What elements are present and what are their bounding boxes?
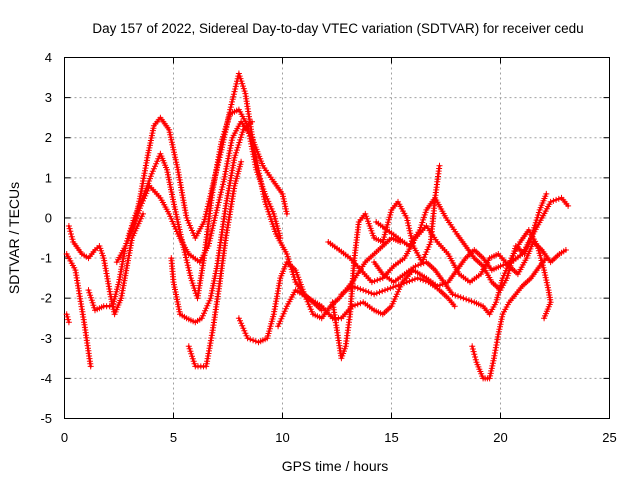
series-trace-15	[338, 275, 458, 310]
series-markers	[168, 118, 255, 326]
y-tick-label: 3	[45, 90, 52, 105]
x-tick-label: 25	[602, 430, 616, 445]
series-markers	[275, 190, 550, 330]
chart-title: Day 157 of 2022, Sidereal Day-to-day VTE…	[92, 21, 583, 36]
series-markers	[371, 227, 554, 322]
series-markers	[329, 162, 443, 362]
y-axis-label: SDTVAR / TECUs	[6, 182, 22, 294]
series-trace-3	[65, 210, 146, 318]
x-tick-label: 20	[493, 430, 507, 445]
axis-ticks	[64, 57, 610, 419]
series-trace-2	[63, 311, 72, 326]
y-tick-label: 0	[45, 210, 52, 225]
x-tick-label: 5	[170, 430, 177, 445]
series-trace-10	[275, 190, 550, 330]
series-markers	[65, 210, 146, 318]
y-tick-label: -5	[40, 411, 52, 426]
grid-lines	[64, 57, 610, 419]
y-tick-label: -3	[40, 331, 52, 346]
y-tick-labels: 4 3 2 1 0 -1 -2 -3 -4 -5	[40, 50, 52, 426]
series-trace-8	[185, 158, 245, 370]
series-markers	[63, 251, 94, 370]
series-markers	[126, 118, 290, 266]
x-axis-label: GPS time / hours	[282, 458, 389, 474]
series-trace-14	[371, 227, 554, 322]
series-trace-9	[235, 235, 404, 346]
data-series	[63, 70, 572, 382]
y-tick-label: -2	[40, 291, 52, 306]
y-tick-label: 2	[45, 130, 52, 145]
x-tick-label: 15	[384, 430, 398, 445]
series-markers	[469, 255, 550, 382]
series-markers	[113, 70, 325, 314]
y-tick-label: 1	[45, 170, 52, 185]
series-line	[65, 252, 92, 368]
series-trace-11	[329, 162, 443, 362]
series-trace-6	[126, 118, 290, 266]
series-markers	[338, 275, 458, 310]
x-tick-label: 10	[275, 430, 289, 445]
x-tick-labels: 0 5 10 15 20 25	[61, 430, 617, 445]
plot-frame	[64, 57, 610, 419]
x-tick-label: 0	[61, 430, 68, 445]
series-markers	[235, 235, 404, 346]
series-line	[375, 196, 570, 292]
series-trace-7	[168, 118, 255, 326]
series-markers	[63, 311, 72, 326]
y-tick-label: -1	[40, 251, 52, 266]
series-trace-1	[63, 251, 94, 370]
series-markers	[185, 158, 245, 370]
y-tick-label: -4	[40, 371, 52, 386]
series-trace-5	[113, 70, 325, 314]
y-tick-label: 4	[45, 50, 52, 65]
series-trace-16	[469, 255, 550, 382]
